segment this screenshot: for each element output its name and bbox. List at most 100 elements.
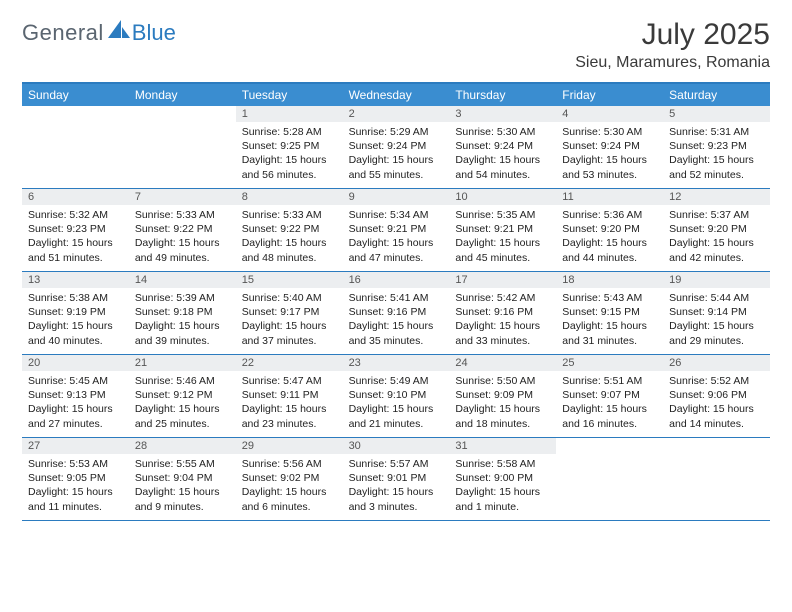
daylight-text: Daylight: 15 hours and 51 minutes. (28, 236, 123, 264)
daylight-text: Daylight: 15 hours and 27 minutes. (28, 402, 123, 430)
sunset-text: Sunset: 9:18 PM (135, 305, 230, 319)
calendar-day (22, 106, 129, 188)
calendar-week: 27Sunrise: 5:53 AMSunset: 9:05 PMDayligh… (22, 438, 770, 521)
day-body: Sunrise: 5:31 AMSunset: 9:23 PMDaylight:… (663, 122, 770, 186)
sunset-text: Sunset: 9:21 PM (349, 222, 444, 236)
daylight-text: Daylight: 15 hours and 33 minutes. (455, 319, 550, 347)
calendar-day (663, 438, 770, 520)
day-header: Saturday (663, 84, 770, 106)
sunrise-text: Sunrise: 5:55 AM (135, 457, 230, 471)
sunrise-text: Sunrise: 5:58 AM (455, 457, 550, 471)
sunset-text: Sunset: 9:01 PM (349, 471, 444, 485)
calendar-body: 1Sunrise: 5:28 AMSunset: 9:25 PMDaylight… (22, 106, 770, 521)
sunset-text: Sunset: 9:25 PM (242, 139, 337, 153)
daylight-text: Daylight: 15 hours and 48 minutes. (242, 236, 337, 264)
sunrise-text: Sunrise: 5:53 AM (28, 457, 123, 471)
sunrise-text: Sunrise: 5:30 AM (562, 125, 657, 139)
calendar-day: 29Sunrise: 5:56 AMSunset: 9:02 PMDayligh… (236, 438, 343, 520)
sunrise-text: Sunrise: 5:39 AM (135, 291, 230, 305)
day-header: Thursday (449, 84, 556, 106)
sunrise-text: Sunrise: 5:29 AM (349, 125, 444, 139)
calendar-day: 25Sunrise: 5:51 AMSunset: 9:07 PMDayligh… (556, 355, 663, 437)
day-body: Sunrise: 5:55 AMSunset: 9:04 PMDaylight:… (129, 454, 236, 518)
day-number: 13 (22, 272, 129, 288)
daylight-text: Daylight: 15 hours and 21 minutes. (349, 402, 444, 430)
daylight-text: Daylight: 15 hours and 40 minutes. (28, 319, 123, 347)
day-number: 25 (556, 355, 663, 371)
day-number: 11 (556, 189, 663, 205)
sunset-text: Sunset: 9:13 PM (28, 388, 123, 402)
logo-sail-icon (108, 20, 130, 46)
daylight-text: Daylight: 15 hours and 29 minutes. (669, 319, 764, 347)
sunrise-text: Sunrise: 5:44 AM (669, 291, 764, 305)
header: General Blue July 2025 Sieu, Maramures, … (22, 18, 770, 72)
day-body: Sunrise: 5:57 AMSunset: 9:01 PMDaylight:… (343, 454, 450, 518)
day-header: Friday (556, 84, 663, 106)
sunrise-text: Sunrise: 5:40 AM (242, 291, 337, 305)
sunrise-text: Sunrise: 5:43 AM (562, 291, 657, 305)
day-body: Sunrise: 5:42 AMSunset: 9:16 PMDaylight:… (449, 288, 556, 352)
calendar-week: 20Sunrise: 5:45 AMSunset: 9:13 PMDayligh… (22, 355, 770, 438)
day-number: 6 (22, 189, 129, 205)
daylight-text: Daylight: 15 hours and 31 minutes. (562, 319, 657, 347)
day-body: Sunrise: 5:45 AMSunset: 9:13 PMDaylight:… (22, 371, 129, 435)
day-body: Sunrise: 5:36 AMSunset: 9:20 PMDaylight:… (556, 205, 663, 269)
day-body: Sunrise: 5:52 AMSunset: 9:06 PMDaylight:… (663, 371, 770, 435)
calendar-week: 1Sunrise: 5:28 AMSunset: 9:25 PMDaylight… (22, 106, 770, 189)
sunset-text: Sunset: 9:00 PM (455, 471, 550, 485)
sunrise-text: Sunrise: 5:30 AM (455, 125, 550, 139)
calendar-day: 5Sunrise: 5:31 AMSunset: 9:23 PMDaylight… (663, 106, 770, 188)
daylight-text: Daylight: 15 hours and 49 minutes. (135, 236, 230, 264)
calendar-day: 4Sunrise: 5:30 AMSunset: 9:24 PMDaylight… (556, 106, 663, 188)
day-number: 8 (236, 189, 343, 205)
day-number: 5 (663, 106, 770, 122)
day-number: 14 (129, 272, 236, 288)
calendar-day (556, 438, 663, 520)
sunrise-text: Sunrise: 5:38 AM (28, 291, 123, 305)
calendar-day: 20Sunrise: 5:45 AMSunset: 9:13 PMDayligh… (22, 355, 129, 437)
calendar-day: 17Sunrise: 5:42 AMSunset: 9:16 PMDayligh… (449, 272, 556, 354)
daylight-text: Daylight: 15 hours and 14 minutes. (669, 402, 764, 430)
day-number: 15 (236, 272, 343, 288)
day-number: 16 (343, 272, 450, 288)
daylight-text: Daylight: 15 hours and 56 minutes. (242, 153, 337, 181)
day-number: 19 (663, 272, 770, 288)
calendar-day: 27Sunrise: 5:53 AMSunset: 9:05 PMDayligh… (22, 438, 129, 520)
sunrise-text: Sunrise: 5:32 AM (28, 208, 123, 222)
daylight-text: Daylight: 15 hours and 52 minutes. (669, 153, 764, 181)
day-body: Sunrise: 5:51 AMSunset: 9:07 PMDaylight:… (556, 371, 663, 435)
calendar-day: 13Sunrise: 5:38 AMSunset: 9:19 PMDayligh… (22, 272, 129, 354)
page-subtitle: Sieu, Maramures, Romania (575, 54, 770, 72)
sunset-text: Sunset: 9:20 PM (669, 222, 764, 236)
sunrise-text: Sunrise: 5:45 AM (28, 374, 123, 388)
daylight-text: Daylight: 15 hours and 37 minutes. (242, 319, 337, 347)
daylight-text: Daylight: 15 hours and 44 minutes. (562, 236, 657, 264)
day-number: 3 (449, 106, 556, 122)
day-number: 29 (236, 438, 343, 454)
day-body: Sunrise: 5:39 AMSunset: 9:18 PMDaylight:… (129, 288, 236, 352)
day-number: 10 (449, 189, 556, 205)
day-number: 24 (449, 355, 556, 371)
day-number: 22 (236, 355, 343, 371)
daylight-text: Daylight: 15 hours and 42 minutes. (669, 236, 764, 264)
daylight-text: Daylight: 15 hours and 39 minutes. (135, 319, 230, 347)
day-body: Sunrise: 5:29 AMSunset: 9:24 PMDaylight:… (343, 122, 450, 186)
daylight-text: Daylight: 15 hours and 9 minutes. (135, 485, 230, 513)
logo-text-1: General (22, 20, 104, 46)
day-number: 23 (343, 355, 450, 371)
title-block: July 2025 Sieu, Maramures, Romania (575, 18, 770, 72)
daylight-text: Daylight: 15 hours and 55 minutes. (349, 153, 444, 181)
day-number: 2 (343, 106, 450, 122)
daylight-text: Daylight: 15 hours and 35 minutes. (349, 319, 444, 347)
daylight-text: Daylight: 15 hours and 3 minutes. (349, 485, 444, 513)
calendar-day: 12Sunrise: 5:37 AMSunset: 9:20 PMDayligh… (663, 189, 770, 271)
sunset-text: Sunset: 9:05 PM (28, 471, 123, 485)
calendar-day: 19Sunrise: 5:44 AMSunset: 9:14 PMDayligh… (663, 272, 770, 354)
calendar-day: 1Sunrise: 5:28 AMSunset: 9:25 PMDaylight… (236, 106, 343, 188)
calendar-day: 28Sunrise: 5:55 AMSunset: 9:04 PMDayligh… (129, 438, 236, 520)
calendar-week: 13Sunrise: 5:38 AMSunset: 9:19 PMDayligh… (22, 272, 770, 355)
sunset-text: Sunset: 9:23 PM (669, 139, 764, 153)
sunrise-text: Sunrise: 5:42 AM (455, 291, 550, 305)
daylight-text: Daylight: 15 hours and 11 minutes. (28, 485, 123, 513)
sunrise-text: Sunrise: 5:47 AM (242, 374, 337, 388)
